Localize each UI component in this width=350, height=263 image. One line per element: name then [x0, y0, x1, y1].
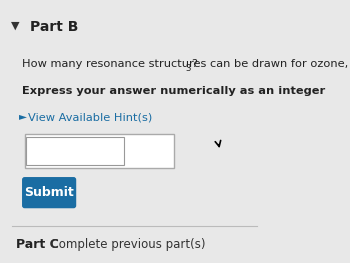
FancyBboxPatch shape	[26, 137, 124, 165]
FancyBboxPatch shape	[25, 134, 174, 168]
Text: ?: ?	[191, 59, 197, 69]
Text: Part B: Part B	[30, 21, 78, 34]
Text: 3: 3	[186, 64, 191, 73]
FancyBboxPatch shape	[22, 177, 76, 208]
Text: How many resonance structures can be drawn for ozone, O: How many resonance structures can be dra…	[22, 59, 350, 69]
Text: ▼: ▼	[11, 21, 20, 31]
Text: Express your answer numerically as an integer: Express your answer numerically as an in…	[22, 86, 325, 96]
Text: Complete previous part(s): Complete previous part(s)	[43, 238, 205, 251]
Text: ►: ►	[19, 112, 27, 122]
Text: View Available Hint(s): View Available Hint(s)	[28, 112, 153, 122]
Text: Part C: Part C	[16, 238, 58, 251]
Text: Submit: Submit	[24, 186, 74, 199]
